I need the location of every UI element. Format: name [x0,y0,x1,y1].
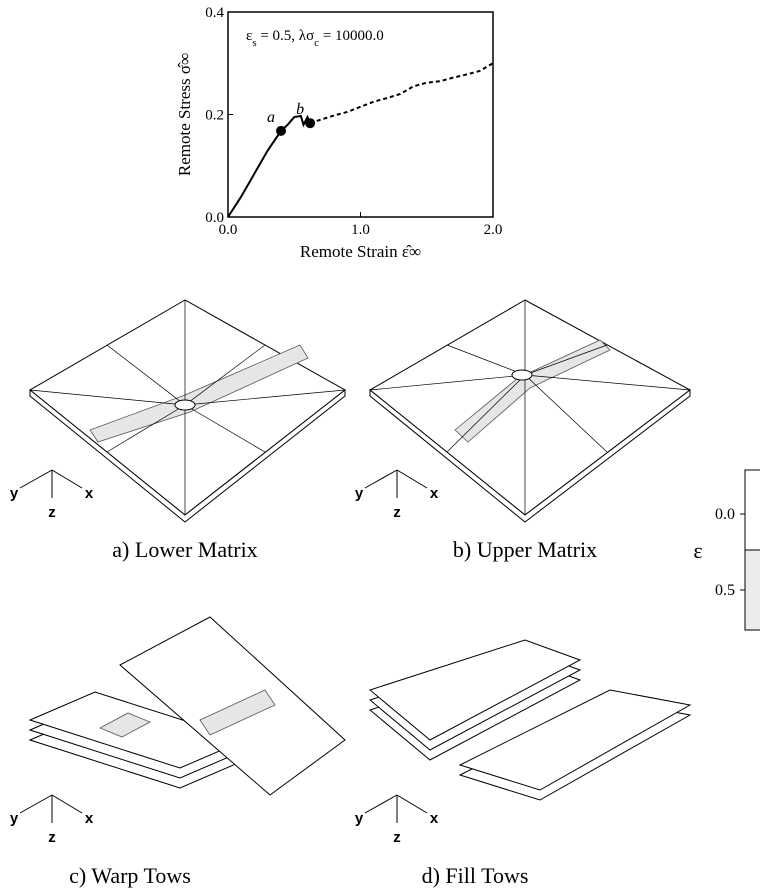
annotation: εs = 0.5, λσc = 10000.0 [246,28,384,49]
axis-triad-label: y [355,485,364,502]
axis-triad [20,795,82,823]
colorbar-label: ε [693,538,702,563]
y-tick-label: 0.4 [205,5,224,21]
y-tick-label: 0.2 [205,108,224,124]
axis-triad-label: z [48,504,56,521]
annotation-part: = 0.5, λσ [257,28,315,44]
x-tick-label: 2.0 [484,222,503,238]
point-marker [276,126,286,136]
axis-triad-label: x [430,485,439,502]
axis-triad-label: x [85,485,94,502]
axis-triad-label: z [393,504,401,521]
y-tick-label: 0.0 [205,210,224,226]
axis-triad [365,795,427,823]
axis-triad-label: x [430,810,439,827]
point-label: a [267,109,275,126]
y-axis-label: Remote Stress σ̂∞ [175,53,194,176]
axis-triad-label: x [85,810,94,827]
colorbar-tick-label: 0.5 [715,582,735,599]
point-label: b [296,101,304,118]
axis-triad-label: y [10,810,19,827]
panel-caption: b) Upper Matrix [453,537,597,562]
upper-matrix-render [370,300,690,522]
panel-caption: d) Fill Tows [422,863,529,888]
fill-tows-render [370,640,690,800]
line-series [228,116,310,217]
panel-caption: a) Lower Matrix [112,537,257,562]
x-axis-label: Remote Strain ε̂∞ [300,242,421,261]
axis-triad-label: z [48,829,56,846]
axis-triad [20,470,82,498]
axis-triad-label: y [10,485,19,502]
x-tick-label: 1.0 [351,222,370,238]
axis-triad-label: z [393,829,401,846]
lower-matrix-render [30,300,345,522]
colorbar-fill [745,550,760,630]
panel-caption: c) Warp Tows [69,863,191,888]
axis-triad-label: y [355,810,364,827]
line-series [310,63,493,123]
axis-triad [365,470,427,498]
figure: 0.0 1.0 2.0 0.0 0.2 0.4 Remote Strain ε̂∞ Remot… [0,0,760,892]
warp-tows-render [30,617,345,795]
point-marker [305,118,315,128]
annotation-part: = 10000.0 [319,28,384,44]
colorbar-tick-label: 0.0 [715,506,735,523]
